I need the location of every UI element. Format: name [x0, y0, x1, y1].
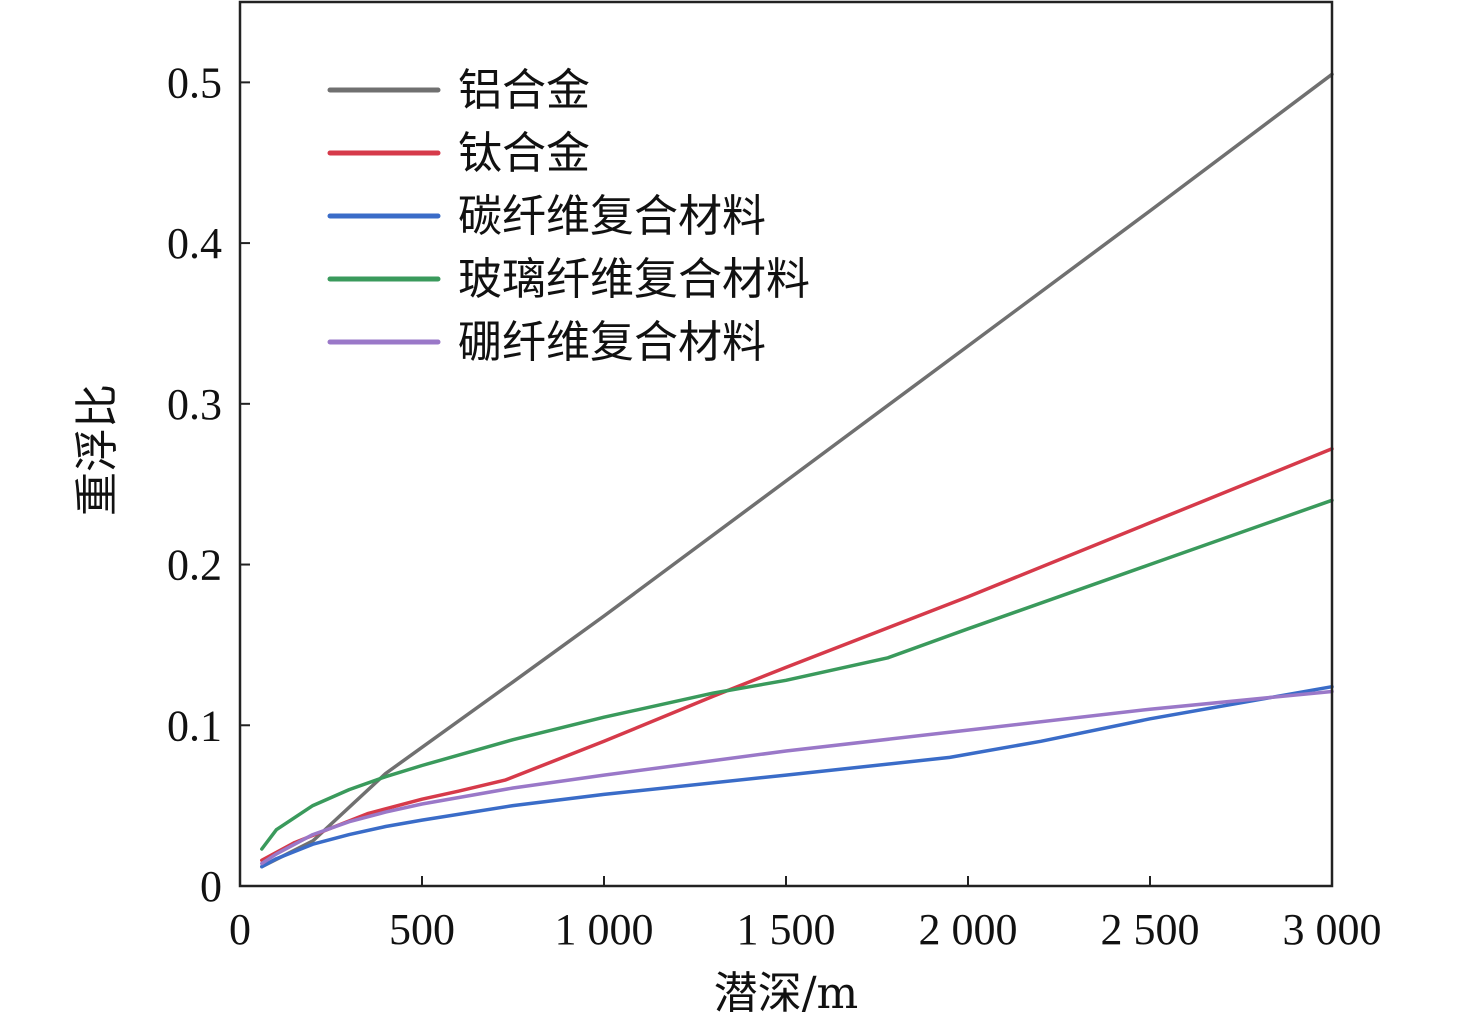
x-tick-label: 2 000 [919, 905, 1018, 954]
y-tick-label: 0.5 [167, 58, 222, 107]
y-tick-label: 0 [200, 862, 222, 911]
series-line-1 [260, 72, 1334, 869]
series-layer [260, 72, 1334, 869]
x-tick-label: 1 500 [737, 905, 836, 954]
series-line-2 [260, 447, 1334, 863]
x-axis-title: 潜深/m [714, 968, 859, 1019]
series-line-3 [260, 684, 1334, 869]
y-tick-label: 0.2 [167, 541, 222, 590]
legend-label-1: 铝合金 [458, 65, 590, 116]
x-tick-label: 500 [389, 905, 455, 954]
y-axis-title: 重浮比 [72, 384, 123, 516]
y-tick-label: 0.3 [167, 380, 222, 429]
ticks-layer: 0 500 1 000 1 500 2 000 2 500 3 000 0 0.1 0.2 0.3 0… [167, 58, 1382, 954]
y-tick-label: 0.1 [167, 701, 222, 750]
legend-label-3: 碳纤维复合材料 [458, 191, 766, 242]
x-tick-label: 2 500 [1101, 905, 1200, 954]
legend-label-2: 钛合金 [458, 128, 590, 179]
x-tick-label: 3 000 [1283, 905, 1382, 954]
y-tick-label: 0.4 [167, 219, 222, 268]
series-line-4 [260, 498, 1334, 851]
legend-label-4: 玻璃纤维复合材料 [458, 254, 810, 305]
x-tick-label: 0 [229, 905, 251, 954]
legend-label-5: 硼纤维复合材料 [458, 317, 766, 368]
plot-area-frame [238, 0, 1334, 888]
x-tick-label: 1 000 [555, 905, 654, 954]
series-line-5 [260, 689, 1334, 866]
